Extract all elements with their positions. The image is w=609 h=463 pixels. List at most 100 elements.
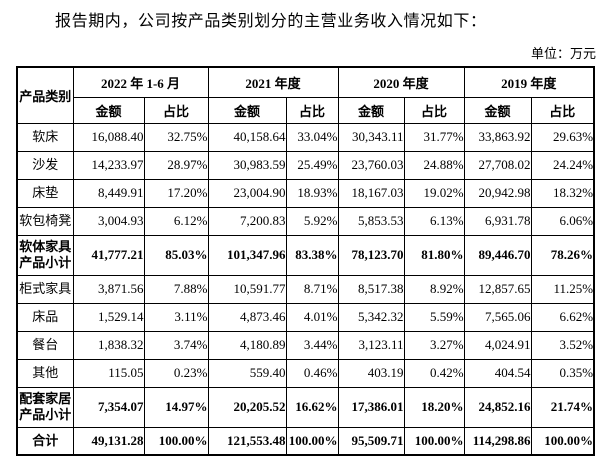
cell-amount: 78,123.70 bbox=[337, 234, 405, 276]
row-label: 床品 bbox=[16, 302, 74, 332]
cell-ratio: 18.32% bbox=[530, 178, 595, 208]
intro-paragraph: 报告期内，公司按产品类别划分的主营业务收入情况如下： bbox=[55, 13, 487, 30]
cell-ratio: 11.25% bbox=[530, 274, 595, 304]
cell-ratio: 6.12% bbox=[143, 206, 209, 236]
header-period-2019: 2019 年度 bbox=[463, 66, 595, 98]
cell-ratio: 32.75% bbox=[143, 122, 209, 152]
header-amount-2022: 金额 bbox=[72, 96, 145, 124]
cell-amount: 41,777.21 bbox=[72, 234, 145, 276]
cell-amount: 30,983.59 bbox=[207, 150, 287, 180]
cell-amount: 12,857.65 bbox=[463, 274, 532, 304]
cell-amount: 8,517.38 bbox=[337, 274, 405, 304]
cell-ratio: 25.49% bbox=[285, 150, 339, 180]
cell-ratio: 8.92% bbox=[403, 274, 465, 304]
row-label: 柜式家具 bbox=[16, 274, 74, 304]
table-row-accessory-home-subtotal: 配套家居产品小计 7,354.07 14.97% 20,205.52 16.62… bbox=[16, 386, 595, 428]
header-period-2022: 2022 年 1-6 月 bbox=[72, 66, 209, 98]
cell-ratio: 18.20% bbox=[403, 386, 465, 428]
cell-amount: 17,386.01 bbox=[337, 386, 405, 428]
cell-amount: 559.40 bbox=[207, 358, 287, 388]
header-amount-2019: 金额 bbox=[463, 96, 532, 124]
cell-ratio: 3.74% bbox=[143, 330, 209, 360]
cell-amount: 1,838.32 bbox=[72, 330, 145, 360]
cell-ratio: 100.00% bbox=[403, 426, 465, 456]
cell-ratio: 6.62% bbox=[530, 302, 595, 332]
header-ratio-2022: 占比 bbox=[143, 96, 209, 124]
cell-ratio: 24.88% bbox=[403, 150, 465, 180]
cell-ratio: 100.00% bbox=[143, 426, 209, 456]
row-label: 合计 bbox=[16, 426, 74, 456]
cell-ratio: 0.23% bbox=[143, 358, 209, 388]
cell-amount: 14,233.97 bbox=[72, 150, 145, 180]
row-label: 软体家具产品小计 bbox=[16, 234, 74, 276]
cell-ratio: 85.03% bbox=[143, 234, 209, 276]
cell-amount: 114,298.86 bbox=[463, 426, 532, 456]
cell-amount: 40,158.64 bbox=[207, 122, 287, 152]
cell-ratio: 17.20% bbox=[143, 178, 209, 208]
cell-ratio: 28.97% bbox=[143, 150, 209, 180]
row-label: 餐台 bbox=[16, 330, 74, 360]
table-row-grand-total: 合计 49,131.28 100.00% 121,553.48 100.00% … bbox=[16, 426, 595, 456]
cell-amount: 20,205.52 bbox=[207, 386, 287, 428]
cell-ratio: 0.46% bbox=[285, 358, 339, 388]
cell-ratio: 14.97% bbox=[143, 386, 209, 428]
row-label: 软包椅凳 bbox=[16, 206, 74, 236]
row-label: 配套家居产品小计 bbox=[16, 386, 74, 428]
cell-ratio: 8.71% bbox=[285, 274, 339, 304]
cell-amount: 1,529.14 bbox=[72, 302, 145, 332]
header-ratio-2020: 占比 bbox=[403, 96, 465, 124]
cell-amount: 33,863.92 bbox=[463, 122, 532, 152]
cell-ratio: 3.44% bbox=[285, 330, 339, 360]
table-row-cabinet-furniture: 柜式家具 3,871.56 7.88% 10,591.77 8.71% 8,51… bbox=[16, 274, 595, 304]
cell-ratio: 6.06% bbox=[530, 206, 595, 236]
cell-amount: 10,591.77 bbox=[207, 274, 287, 304]
header-period-2021: 2021 年度 bbox=[207, 66, 339, 98]
header-category: 产品类别 bbox=[16, 66, 74, 124]
cell-ratio: 4.01% bbox=[285, 302, 339, 332]
cell-amount: 7,354.07 bbox=[72, 386, 145, 428]
cell-amount: 3,004.93 bbox=[72, 206, 145, 236]
cell-amount: 4,873.46 bbox=[207, 302, 287, 332]
table-row-other: 其他 115.05 0.23% 559.40 0.46% 403.19 0.42… bbox=[16, 358, 595, 388]
cell-amount: 5,342.32 bbox=[337, 302, 405, 332]
cell-amount: 404.54 bbox=[463, 358, 532, 388]
table-row-dining-table: 餐台 1,838.32 3.74% 4,180.89 3.44% 3,123.1… bbox=[16, 330, 595, 360]
table-header-row-periods: 产品类别 2022 年 1-6 月 2021 年度 2020 年度 2019 年… bbox=[16, 66, 595, 124]
cell-amount: 7,200.83 bbox=[207, 206, 287, 236]
cell-amount: 18,167.03 bbox=[337, 178, 405, 208]
unit-label: 单位：万元 bbox=[530, 46, 596, 61]
cell-ratio: 6.13% bbox=[403, 206, 465, 236]
cell-amount: 23,760.03 bbox=[337, 150, 405, 180]
cell-ratio: 7.88% bbox=[143, 274, 209, 304]
cell-ratio: 24.24% bbox=[530, 150, 595, 180]
cell-ratio: 0.35% bbox=[530, 358, 595, 388]
cell-ratio: 18.93% bbox=[285, 178, 339, 208]
table-row-upholstered-chair: 软包椅凳 3,004.93 6.12% 7,200.83 5.92% 5,853… bbox=[16, 206, 595, 236]
header-period-2020: 2020 年度 bbox=[337, 66, 465, 98]
cell-amount: 115.05 bbox=[72, 358, 145, 388]
header-ratio-2021: 占比 bbox=[285, 96, 339, 124]
cell-ratio: 81.80% bbox=[403, 234, 465, 276]
cell-amount: 6,931.78 bbox=[463, 206, 532, 236]
cell-amount: 7,565.06 bbox=[463, 302, 532, 332]
table-row-soft-furniture-subtotal: 软体家具产品小计 41,777.21 85.03% 101,347.96 83.… bbox=[16, 234, 595, 276]
row-label: 其他 bbox=[16, 358, 74, 388]
cell-ratio: 33.04% bbox=[285, 122, 339, 152]
row-label: 沙发 bbox=[16, 150, 74, 180]
row-label: 床垫 bbox=[16, 178, 74, 208]
header-ratio-2019: 占比 bbox=[530, 96, 595, 124]
cell-ratio: 78.26% bbox=[530, 234, 595, 276]
cell-amount: 101,347.96 bbox=[207, 234, 287, 276]
cell-ratio: 21.74% bbox=[530, 386, 595, 428]
cell-amount: 24,852.16 bbox=[463, 386, 532, 428]
cell-ratio: 5.59% bbox=[403, 302, 465, 332]
revenue-by-product-table: 产品类别 2022 年 1-6 月 2021 年度 2020 年度 2019 年… bbox=[16, 66, 596, 456]
cell-amount: 49,131.28 bbox=[72, 426, 145, 456]
cell-ratio: 5.92% bbox=[285, 206, 339, 236]
cell-amount: 8,449.91 bbox=[72, 178, 145, 208]
table-row-bedding: 床品 1,529.14 3.11% 4,873.46 4.01% 5,342.3… bbox=[16, 302, 595, 332]
cell-ratio: 31.77% bbox=[403, 122, 465, 152]
cell-ratio: 3.11% bbox=[143, 302, 209, 332]
cell-ratio: 16.62% bbox=[285, 386, 339, 428]
